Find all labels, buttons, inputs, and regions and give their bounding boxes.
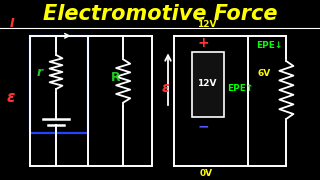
Text: Electromotive Force: Electromotive Force: [43, 3, 277, 24]
Text: −: −: [197, 119, 209, 133]
Bar: [192, 52, 224, 117]
Text: R: R: [110, 71, 120, 84]
Text: r: r: [37, 66, 43, 78]
Text: +: +: [197, 36, 209, 50]
Text: EPE↑: EPE↑: [227, 84, 253, 93]
Text: I: I: [10, 17, 14, 30]
Text: 12V: 12V: [197, 79, 216, 88]
Text: 6V: 6V: [258, 69, 271, 78]
Text: 0V: 0V: [200, 168, 213, 177]
Text: ε: ε: [162, 81, 169, 95]
Bar: [30, 36, 88, 133]
Text: EPE↓: EPE↓: [256, 40, 282, 50]
Text: ε: ε: [6, 90, 15, 105]
Text: 12V: 12V: [197, 20, 216, 29]
